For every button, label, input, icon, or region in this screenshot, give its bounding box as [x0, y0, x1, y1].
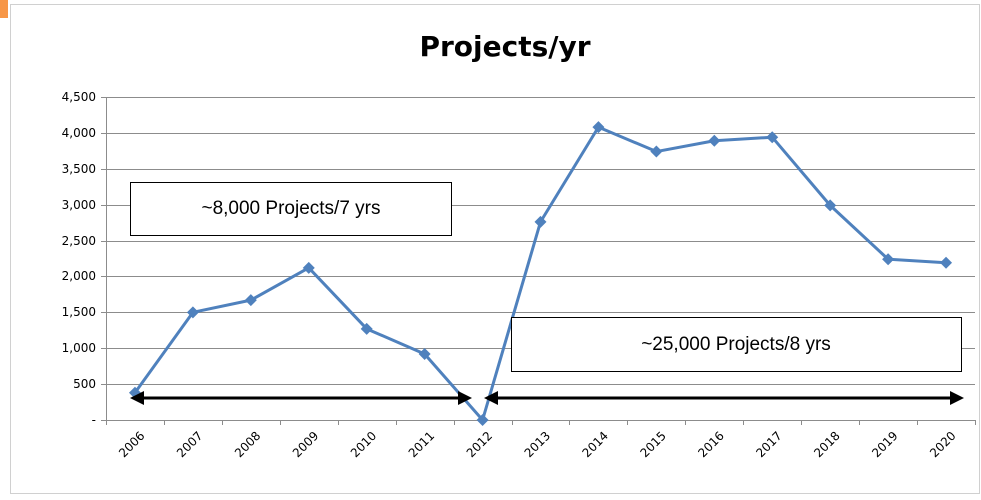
data-point — [940, 256, 953, 269]
y-tick-label: - — [92, 413, 96, 427]
arrow-head — [130, 391, 144, 405]
y-tick-label: 1,000 — [62, 341, 96, 355]
data-point — [360, 322, 373, 335]
y-tick-label: 2,000 — [62, 269, 96, 283]
y-tick-label: 2,500 — [62, 234, 96, 248]
y-tick-label: 4,000 — [62, 126, 96, 140]
y-tick-label: 500 — [73, 377, 96, 391]
y-tick-label: 1,500 — [62, 305, 96, 319]
corner-marker — [0, 0, 8, 18]
arrow-head — [458, 391, 472, 405]
chart-frame — [10, 4, 980, 494]
arrow-head — [484, 391, 498, 405]
data-point — [824, 199, 837, 212]
data-point — [302, 261, 315, 274]
data-point — [418, 347, 431, 360]
data-point — [534, 215, 547, 228]
annotation-box — [511, 317, 962, 372]
y-tick-label: 3,000 — [62, 198, 96, 212]
data-point — [708, 134, 721, 147]
annotation-box — [130, 182, 452, 236]
chart-title: Projects/yr — [419, 30, 590, 63]
data-point — [882, 253, 895, 266]
annotation: ~8,000 Projects/7 yrs — [201, 198, 380, 219]
data-point — [592, 121, 605, 134]
data-point — [766, 131, 779, 144]
y-tick-label: 4,500 — [62, 90, 96, 104]
arrow-head — [950, 391, 964, 405]
data-point — [186, 306, 199, 319]
annotations: ~8,000 Projects/7 yrs ~25,000 Projects/8… — [130, 182, 964, 405]
y-tick-label: 3,500 — [62, 162, 96, 176]
data-point — [244, 294, 257, 307]
data-point — [650, 145, 663, 158]
annotation: ~25,000 Projects/8 yrs — [641, 334, 831, 355]
data-point — [476, 414, 489, 426]
